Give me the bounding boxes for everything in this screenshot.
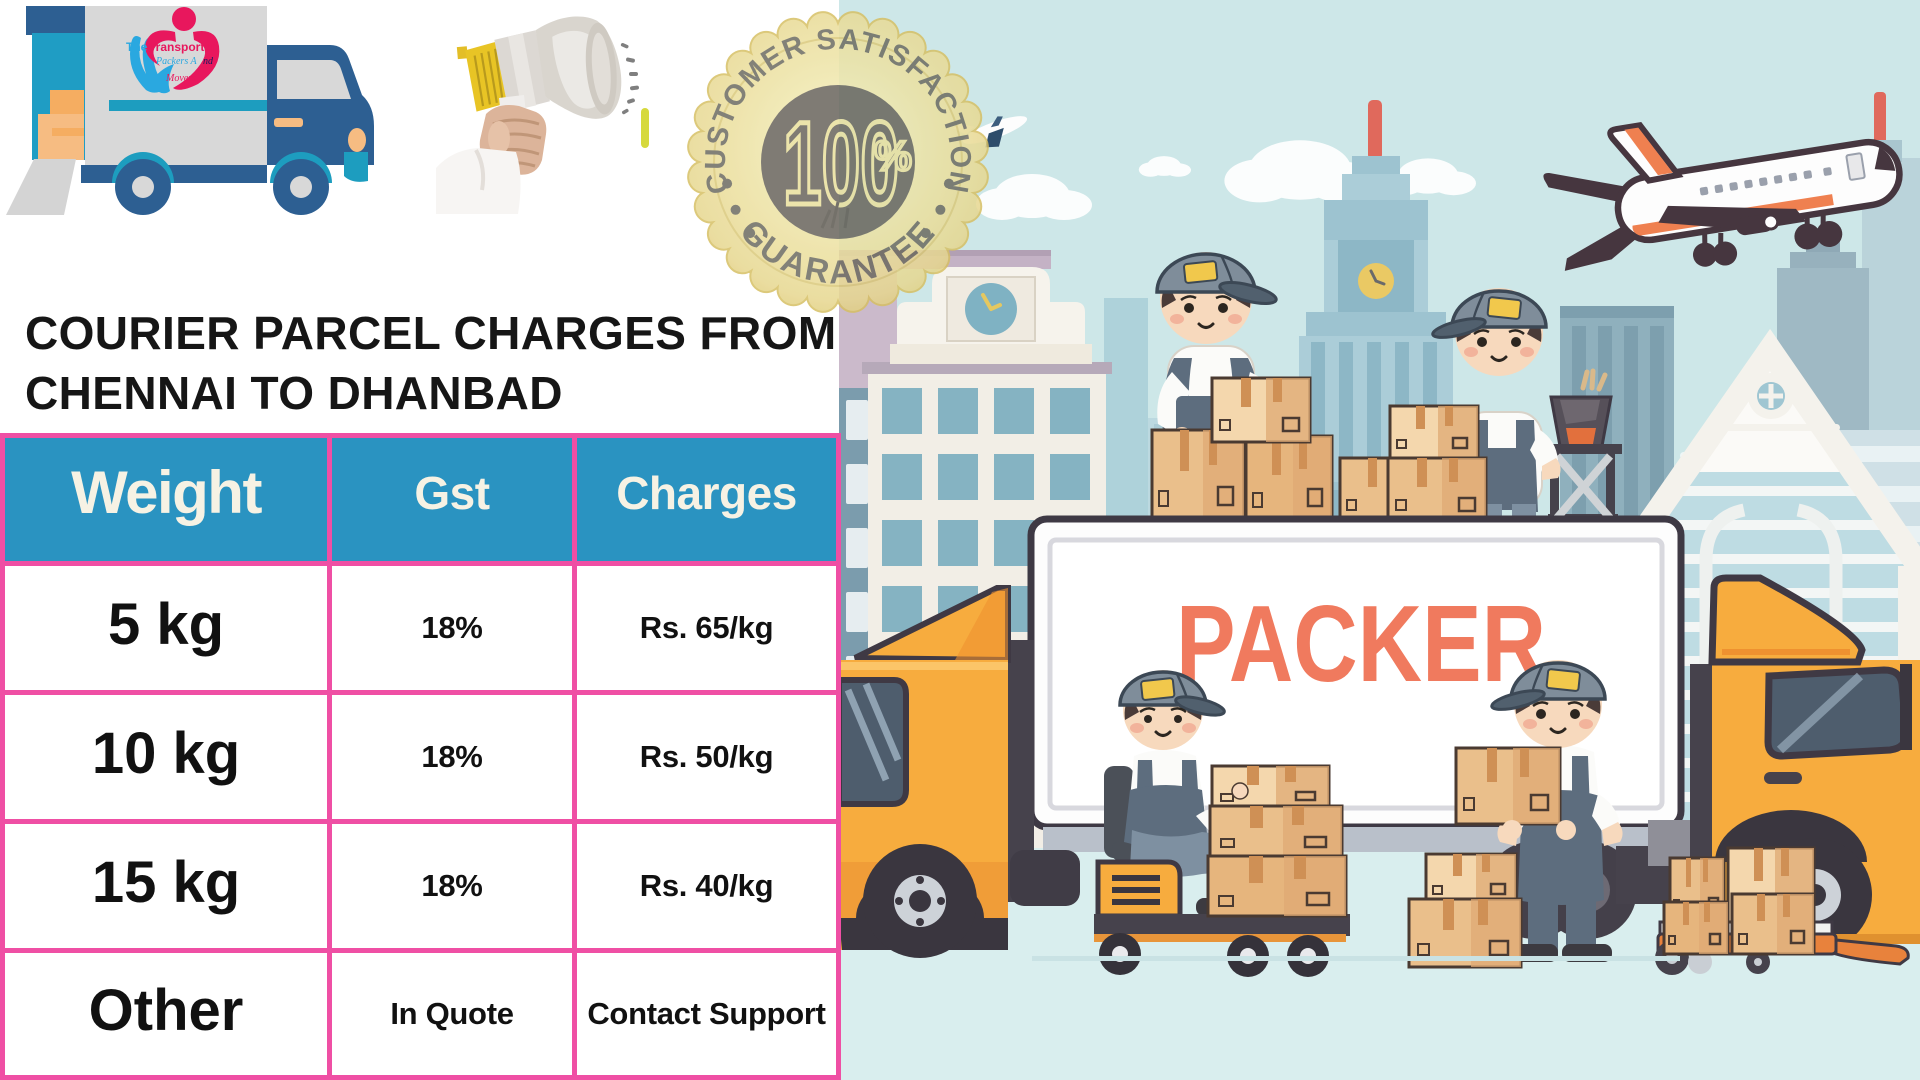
svg-text:Transporter: Transporter — [149, 40, 216, 54]
svg-text:Packers A: Packers A — [155, 56, 198, 67]
svg-text:nd: nd — [203, 56, 214, 67]
svg-text:The: The — [126, 40, 148, 54]
svg-text:PACKER: PACKER — [1176, 583, 1546, 705]
svg-text:Movers: Movers — [165, 73, 196, 84]
svg-text:100: 100 — [783, 98, 899, 230]
svg-text:%: % — [874, 132, 911, 179]
